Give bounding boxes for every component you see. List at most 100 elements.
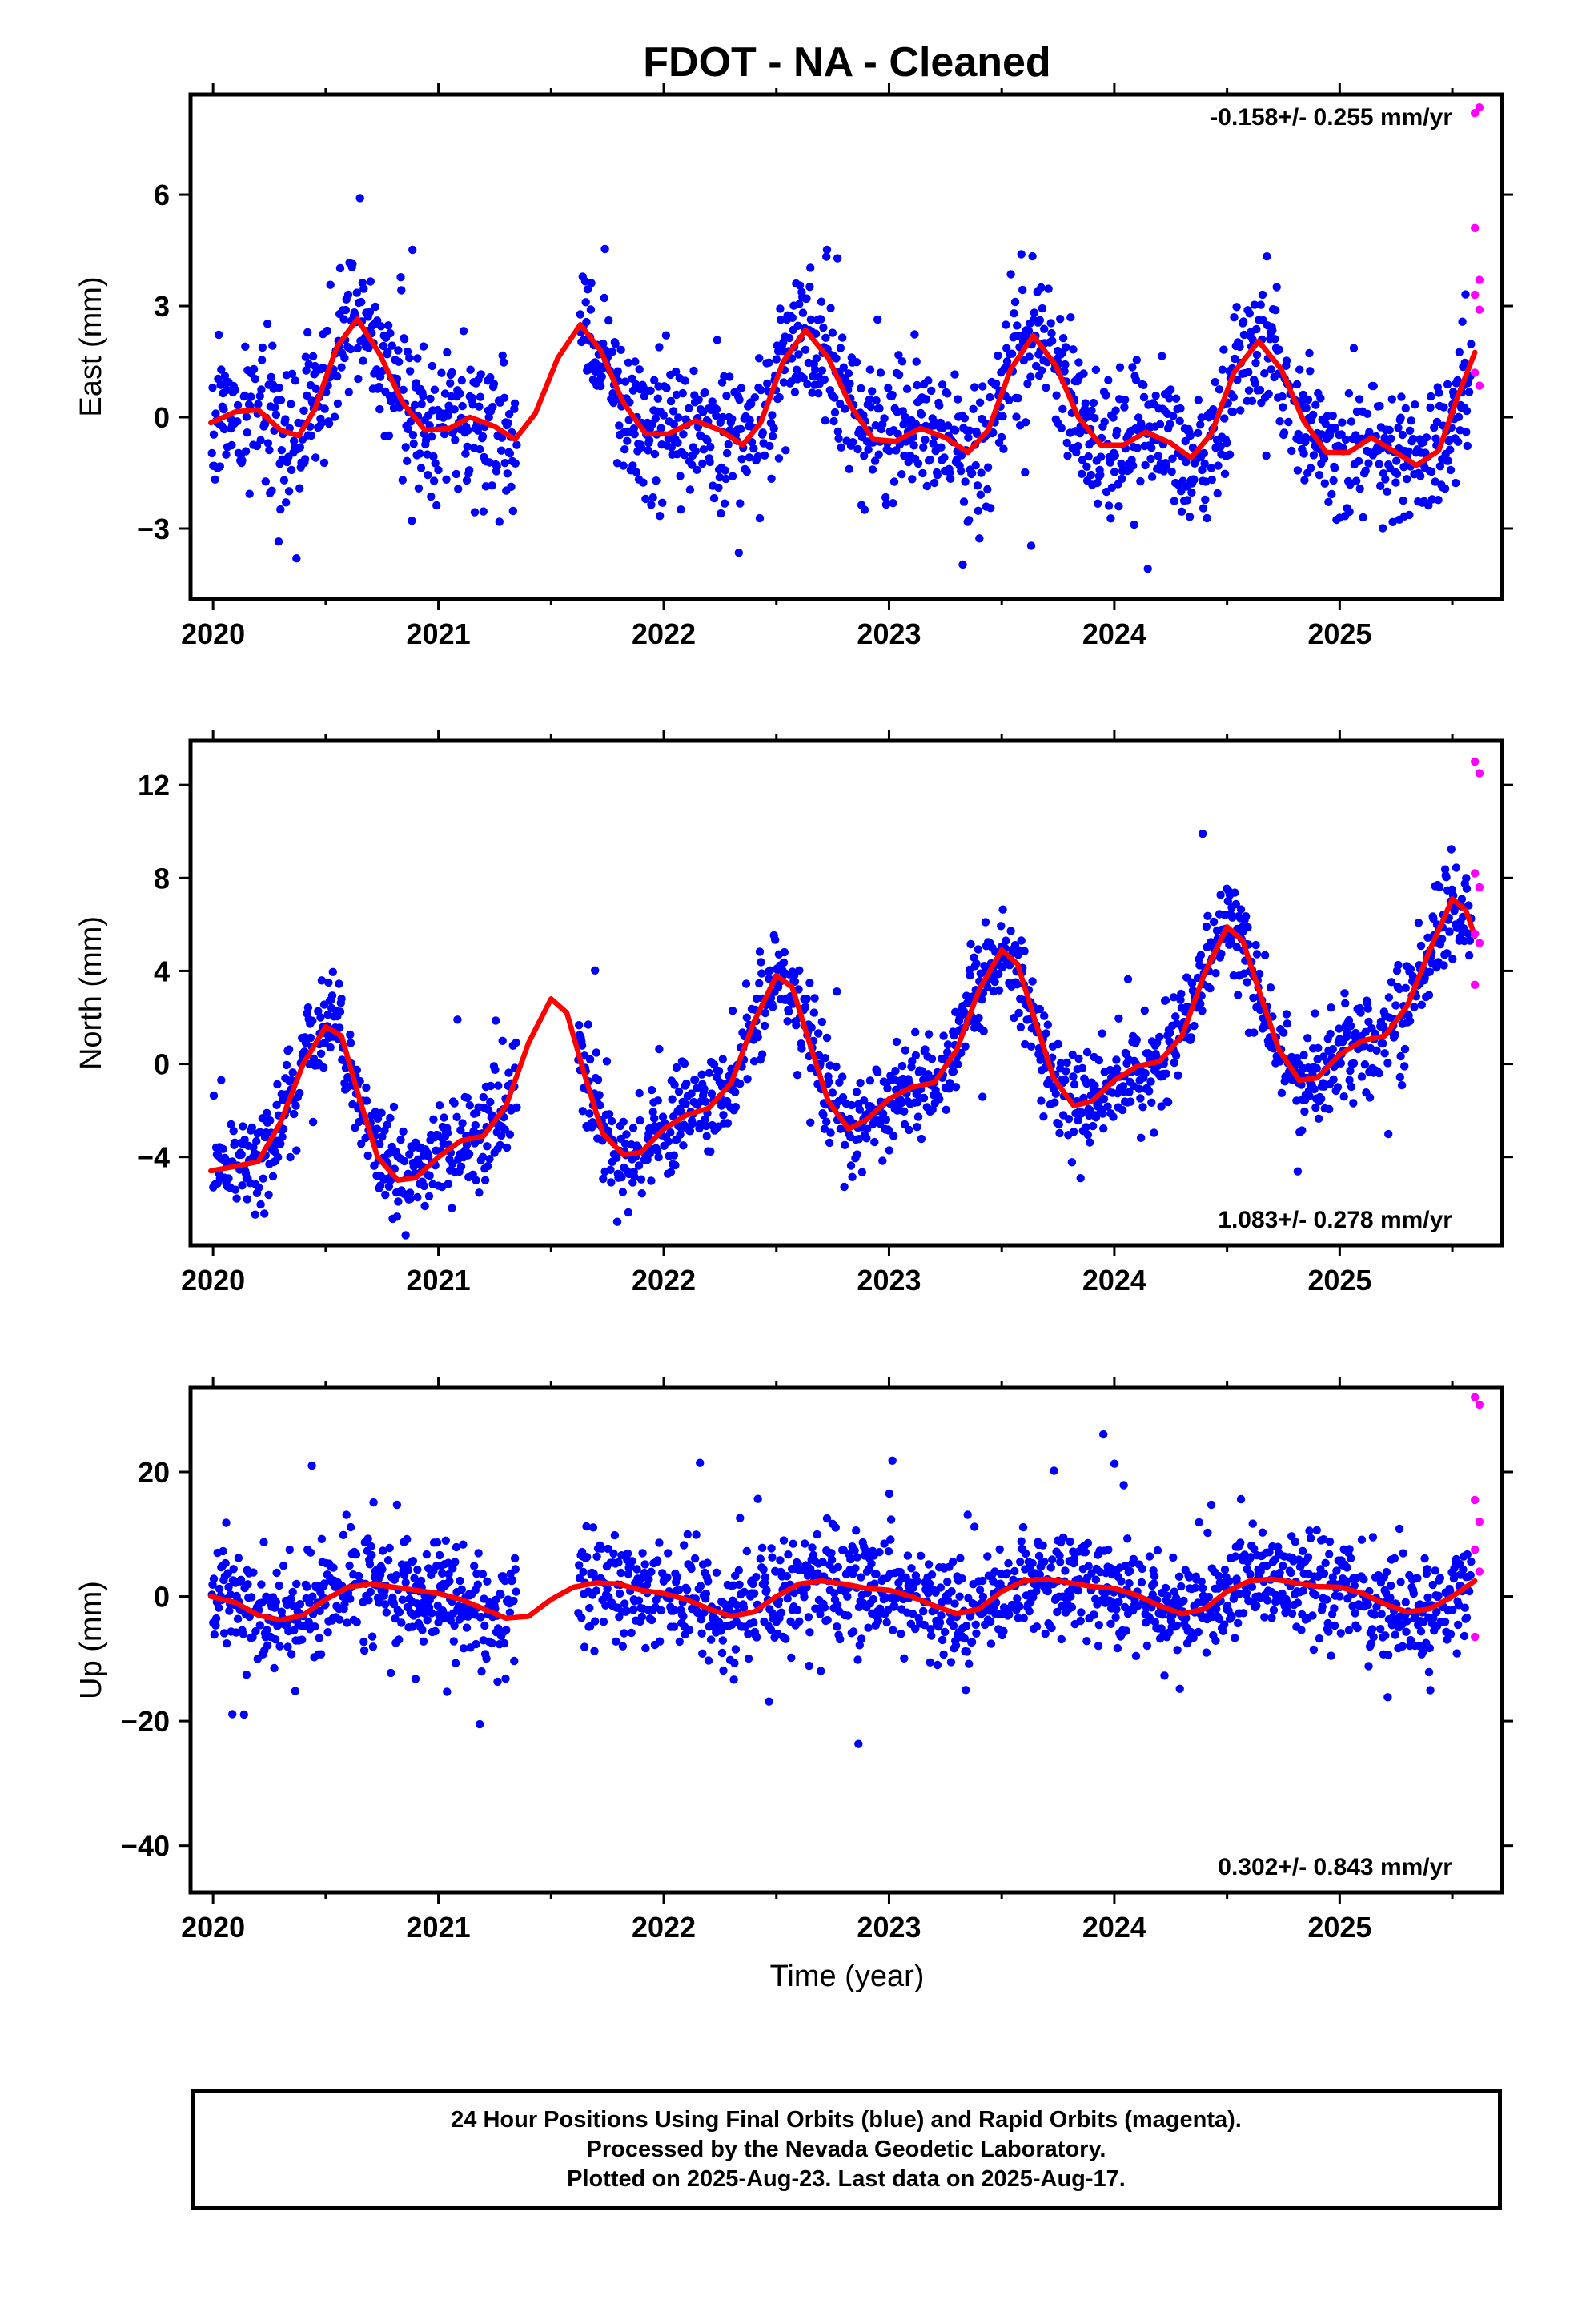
north-final-point bbox=[256, 1200, 265, 1209]
east-final-point bbox=[1327, 489, 1336, 499]
up-final-point bbox=[219, 1629, 229, 1638]
north-final-point bbox=[278, 1132, 287, 1141]
east-final-point bbox=[1038, 304, 1047, 313]
up-final-point bbox=[1308, 1611, 1317, 1620]
east-final-point bbox=[1268, 326, 1277, 335]
up-final-point bbox=[500, 1638, 509, 1648]
east-final-point bbox=[1074, 358, 1083, 367]
up-final-point bbox=[759, 1565, 768, 1574]
up-final-point bbox=[308, 1592, 317, 1601]
north-final-point bbox=[690, 1076, 700, 1084]
up-final-point bbox=[1215, 1571, 1223, 1581]
east-final-point bbox=[924, 376, 933, 385]
east-final-point bbox=[1090, 414, 1099, 423]
east-final-point bbox=[448, 368, 456, 377]
east-final-point bbox=[802, 294, 811, 303]
up-final-point bbox=[736, 1514, 745, 1522]
north-rapid-point bbox=[1475, 769, 1484, 778]
east-final-point bbox=[828, 328, 837, 337]
north-final-point bbox=[1005, 961, 1014, 970]
east-final-point bbox=[720, 499, 729, 508]
north-final-point bbox=[846, 1161, 856, 1170]
up-final-point bbox=[480, 1621, 489, 1630]
north-final-point bbox=[1014, 1008, 1023, 1018]
east-final-point bbox=[900, 451, 909, 460]
east-final-point bbox=[319, 458, 329, 468]
up-final-point bbox=[1258, 1528, 1267, 1537]
up-final-point bbox=[275, 1642, 284, 1651]
east-final-point bbox=[1349, 344, 1359, 352]
north-final-point bbox=[998, 905, 1007, 914]
east-final-point bbox=[1194, 396, 1203, 404]
up-final-point bbox=[795, 1617, 804, 1626]
east-final-point bbox=[492, 461, 501, 471]
east-final-point bbox=[747, 400, 756, 408]
up-final-point bbox=[1032, 1622, 1042, 1631]
up-final-point bbox=[833, 1622, 841, 1631]
east-final-point bbox=[271, 410, 281, 420]
east-final-point bbox=[999, 444, 1008, 453]
up-final-point bbox=[1263, 1561, 1271, 1570]
east-final-point bbox=[1081, 399, 1090, 408]
up-final-point bbox=[1150, 1579, 1158, 1588]
up-final-point bbox=[999, 1603, 1009, 1612]
up-final-point bbox=[749, 1589, 759, 1598]
east-final-point bbox=[951, 426, 960, 435]
east-final-point bbox=[1299, 449, 1308, 458]
north-final-point bbox=[921, 1045, 930, 1054]
up-final-point bbox=[210, 1630, 219, 1639]
east-final-point bbox=[500, 358, 508, 367]
up-final-point bbox=[411, 1675, 420, 1683]
up-final-point bbox=[967, 1638, 977, 1647]
east-final-point bbox=[452, 469, 461, 479]
up-final-point bbox=[378, 1565, 387, 1574]
north-final-point bbox=[825, 1138, 834, 1148]
up-final-point bbox=[846, 1554, 856, 1563]
north-final-point bbox=[635, 1088, 644, 1098]
east-final-point bbox=[864, 445, 873, 454]
up-final-point bbox=[1319, 1569, 1329, 1578]
up-final-point bbox=[472, 1570, 481, 1578]
east-final-point bbox=[694, 395, 703, 404]
up-final-point bbox=[1019, 1614, 1029, 1622]
east-final-point bbox=[976, 490, 986, 499]
north-x-tick-label: 2020 bbox=[181, 1264, 245, 1297]
east-final-point bbox=[838, 333, 847, 342]
east-final-point bbox=[884, 384, 893, 392]
east-final-point bbox=[819, 323, 828, 332]
east-final-point bbox=[348, 259, 357, 268]
north-final-point bbox=[396, 1136, 405, 1144]
north-final-point bbox=[878, 1156, 887, 1165]
north-final-point bbox=[1114, 1014, 1123, 1023]
east-final-point bbox=[1262, 451, 1271, 460]
east-final-point bbox=[736, 499, 745, 508]
north-final-point bbox=[1425, 967, 1435, 976]
east-final-point bbox=[946, 468, 954, 477]
up-final-point bbox=[804, 1613, 813, 1622]
north-final-point bbox=[303, 1003, 313, 1012]
up-final-point bbox=[1047, 1623, 1056, 1633]
up-final-point bbox=[1369, 1633, 1378, 1642]
north-final-point bbox=[335, 1023, 344, 1032]
east-final-point bbox=[1196, 420, 1205, 429]
east-final-point bbox=[1128, 363, 1137, 372]
east-final-point bbox=[404, 424, 412, 434]
east-final-point bbox=[803, 380, 812, 388]
east-final-point bbox=[967, 468, 977, 478]
east-final-point bbox=[1121, 396, 1130, 404]
up-final-point bbox=[1077, 1608, 1086, 1617]
up-final-point bbox=[291, 1687, 299, 1695]
east-final-point bbox=[865, 365, 875, 374]
north-final-point bbox=[753, 1032, 762, 1042]
up-final-point bbox=[628, 1606, 638, 1614]
up-final-point bbox=[884, 1547, 893, 1556]
east-final-point bbox=[1462, 428, 1471, 436]
east-final-point bbox=[431, 459, 440, 468]
up-final-point bbox=[416, 1576, 426, 1586]
east-final-point bbox=[464, 466, 474, 475]
up-final-point bbox=[1106, 1563, 1114, 1573]
east-final-point bbox=[355, 194, 364, 203]
north-final-point bbox=[806, 1118, 815, 1127]
east-final-point bbox=[1250, 300, 1259, 309]
up-final-point bbox=[575, 1561, 584, 1570]
